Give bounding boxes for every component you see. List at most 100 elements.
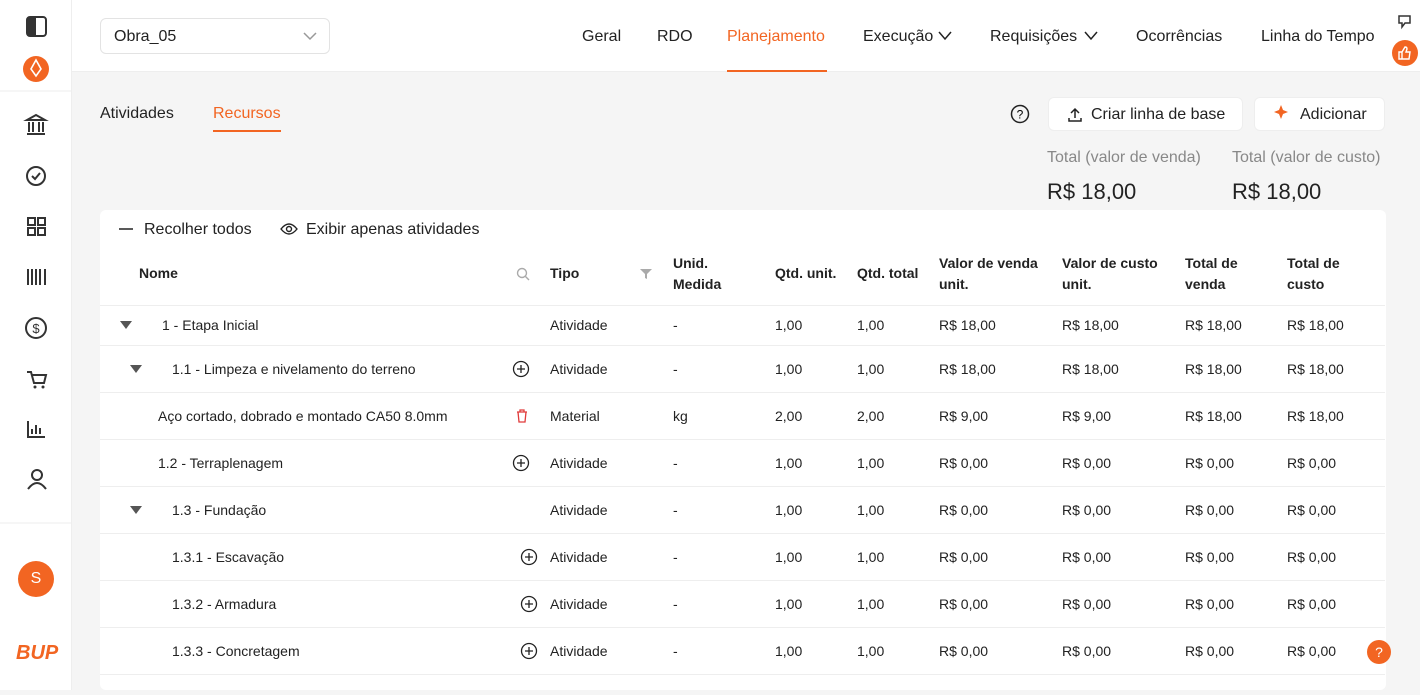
help-chat[interactable]: ? <box>1366 639 1392 665</box>
svg-text:?: ? <box>1375 644 1383 660</box>
svg-text:?: ? <box>1017 108 1024 122</box>
cell-value: 1,00 <box>857 360 885 377</box>
cell-value: R$ 0,00 <box>1185 501 1235 518</box>
collapse-icon <box>119 228 133 230</box>
cell: 2,00 <box>765 392 847 440</box>
show-activities[interactable]: Exibir apenas atividades <box>306 221 480 238</box>
nav-item[interactable]: Execução <box>863 28 934 45</box>
row-name-cell: Aço cortado, dobrado e montado CA50 8.0m… <box>100 392 540 440</box>
cell: R$ 18,00 <box>1175 392 1277 440</box>
cell: 1,00 <box>765 533 847 581</box>
cell: R$ 9,00 <box>1052 392 1175 440</box>
cell: R$ 9,00 <box>929 392 1052 440</box>
cell: - <box>663 439 765 487</box>
chevron <box>303 32 317 41</box>
cell: 1,00 <box>765 486 847 534</box>
total-value: R$ 18,00 <box>1047 179 1137 204</box>
tab-active[interactable]: Recursos <box>213 105 281 132</box>
cell-value: R$ 0,00 <box>1287 501 1337 518</box>
cell: R$ 0,00 <box>1052 627 1175 675</box>
cell: R$ 18,00 <box>929 345 1052 393</box>
cell-value: Atividade <box>550 501 608 518</box>
table-row: 1.3.2 - Armadura Atividade - 1,00 1,00 R$ 0,0… <box>100 580 1385 628</box>
cell: R$ 0,00 <box>1175 580 1277 628</box>
project-selector[interactable]: Obra_05 <box>100 18 330 54</box>
collapse-all[interactable]: Recolher todos <box>144 221 252 238</box>
nav-item[interactable]: Requisições <box>990 28 1078 45</box>
expand-caret[interactable] <box>120 321 132 329</box>
nav-item[interactable]: Linha do Tempo <box>1261 28 1375 45</box>
nav-underline <box>727 70 827 72</box>
tab[interactable]: Atividades <box>100 105 174 122</box>
nav-item[interactable]: RDO <box>657 28 693 45</box>
table-row: 2 - EstruturaAtividade-1,001,00R$ 0,00R$… <box>100 674 1385 690</box>
filter-icon[interactable] <box>639 267 653 281</box>
baseline-button[interactable]: Criar linha de base <box>1048 97 1243 131</box>
add-resource[interactable] <box>520 642 538 660</box>
table-row: 1.2 - Terraplenagem Atividade - 1,00 1,00 R$ … <box>100 439 1385 487</box>
cell-value: 1,00 <box>857 501 885 518</box>
feedback-icon[interactable] <box>1397 14 1413 30</box>
cell: R$ 18,00 <box>1052 345 1175 393</box>
cell: 1,00 <box>847 533 929 581</box>
nav-item[interactable]: Planejamento <box>727 28 825 45</box>
cell-value: Atividade <box>550 642 608 659</box>
cell: Material <box>540 392 663 440</box>
logo: BUP <box>16 642 59 664</box>
cell-value: R$ 0,00 <box>939 454 989 471</box>
row-name: 1.3.2 - Armadura <box>172 595 277 612</box>
row-name-cell: 1.3.2 - Armadura <box>100 580 540 628</box>
expand-caret[interactable] <box>130 505 142 514</box>
cell: R$ 0,00 <box>1277 627 1385 675</box>
cell-value: R$ 18,00 <box>1185 317 1242 333</box>
table-row: 1.3 - Fundação Atividade - 1,00 1,00 R$ 0,00 R… <box>100 486 1385 534</box>
add-button[interactable]: Adicionar <box>1254 97 1385 131</box>
cell: 1,00 <box>847 439 929 487</box>
add-resource[interactable] <box>520 595 538 613</box>
nav-item[interactable]: Ocorrências <box>1136 28 1223 45</box>
cell: R$ 18,00 <box>1277 305 1385 346</box>
cell: 1,00 <box>765 674 847 690</box>
cell: 2,00 <box>847 392 929 440</box>
table-row: 1.3.3 - Concretagem Atividade - 1,00 1,00 R$ … <box>100 627 1385 675</box>
row-name: 1.3.1 - Escavação <box>172 548 285 565</box>
cell-value: Material <box>550 407 600 424</box>
cell-value: R$ 9,00 <box>1062 407 1112 424</box>
add-resource[interactable] <box>512 454 530 472</box>
delete-resource[interactable] <box>514 408 530 424</box>
total-label: Total (valor de custo) <box>1232 149 1381 166</box>
cell: 1,00 <box>765 439 847 487</box>
sparkle-icon <box>1274 105 1288 119</box>
total-label: Total (valor de venda) <box>1047 149 1201 166</box>
nav-item[interactable]: Geral <box>582 28 622 45</box>
cell-value: 1,00 <box>857 317 885 333</box>
cell: Atividade <box>540 305 663 346</box>
cell-value: R$ 0,00 <box>1185 454 1235 471</box>
cell: Atividade <box>540 627 663 675</box>
cell-value: Atividade <box>550 548 608 565</box>
column-header: Unid. Medida <box>663 243 765 306</box>
cell: R$ 0,00 <box>1052 533 1175 581</box>
row-name: 1.3 - Fundação <box>172 501 267 518</box>
column-header: Total de custo <box>1277 243 1385 306</box>
cell: R$ 0,00 <box>1277 533 1385 581</box>
help-icon[interactable]: ? <box>1010 104 1030 124</box>
cell-value: R$ 0,00 <box>1185 595 1235 612</box>
cell: - <box>663 486 765 534</box>
row-name-cell: 1.2 - Terraplenagem <box>100 439 540 487</box>
cell-value: R$ 18,00 <box>939 360 996 377</box>
cell-value: Atividade <box>550 360 608 377</box>
cell: R$ 0,00 <box>929 580 1052 628</box>
cell-value: R$ 0,00 <box>939 548 989 565</box>
table-row: 1.1 - Limpeza e nivelamento do terreno At… <box>100 345 1385 393</box>
cell-value: R$ 0,00 <box>1287 548 1337 565</box>
expand-caret[interactable] <box>130 364 142 373</box>
search-icon[interactable] <box>516 267 530 281</box>
like-button[interactable] <box>1392 40 1418 66</box>
avatar[interactable]: S <box>30 570 42 587</box>
cell-value: R$ 18,00 <box>939 317 996 333</box>
add-resource[interactable] <box>512 360 530 378</box>
cell: R$ 18,00 <box>1277 392 1385 440</box>
add-resource[interactable] <box>520 548 538 566</box>
cell-value: 1,00 <box>857 548 885 565</box>
